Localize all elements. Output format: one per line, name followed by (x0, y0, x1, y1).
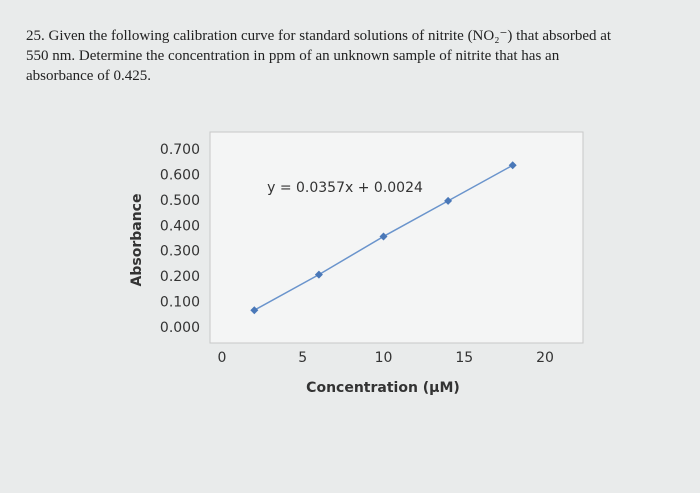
data-point (250, 306, 259, 315)
y-tick-label: 0.500 (160, 193, 200, 209)
y-tick-label: 0.300 (160, 244, 200, 260)
equation: y = 0.0357x + 0.0024 (267, 180, 423, 196)
y-tick-label: 0.000 (160, 320, 200, 336)
x-tick-label: 10 (375, 350, 393, 366)
plot-area (209, 131, 584, 344)
x-tick-label: 0 (218, 350, 227, 366)
x-tick-label: 15 (455, 350, 473, 366)
x-tick-label: 20 (536, 350, 554, 366)
y-axis-label: Absorbance (129, 194, 145, 287)
x-tick-label: 5 (298, 350, 307, 366)
question-line: 25. Given the following calibration curv… (26, 28, 612, 44)
y-tick-label: 0.100 (160, 295, 200, 311)
y-tick-label: 0.200 (160, 269, 200, 285)
data-point (379, 232, 388, 241)
y-tick-label: 0.600 (160, 167, 200, 183)
question-line: 550 nm. Determine the concentration in p… (26, 48, 560, 64)
data-point (444, 196, 453, 205)
x-axis-label: Concentration (µM) (306, 380, 460, 396)
y-tick-label: 0.400 (160, 218, 200, 234)
y-tick-label: 0.700 (160, 142, 200, 158)
data-point (508, 161, 517, 170)
data-point (314, 270, 323, 279)
question-line: absorbance of 0.425. (26, 68, 151, 84)
